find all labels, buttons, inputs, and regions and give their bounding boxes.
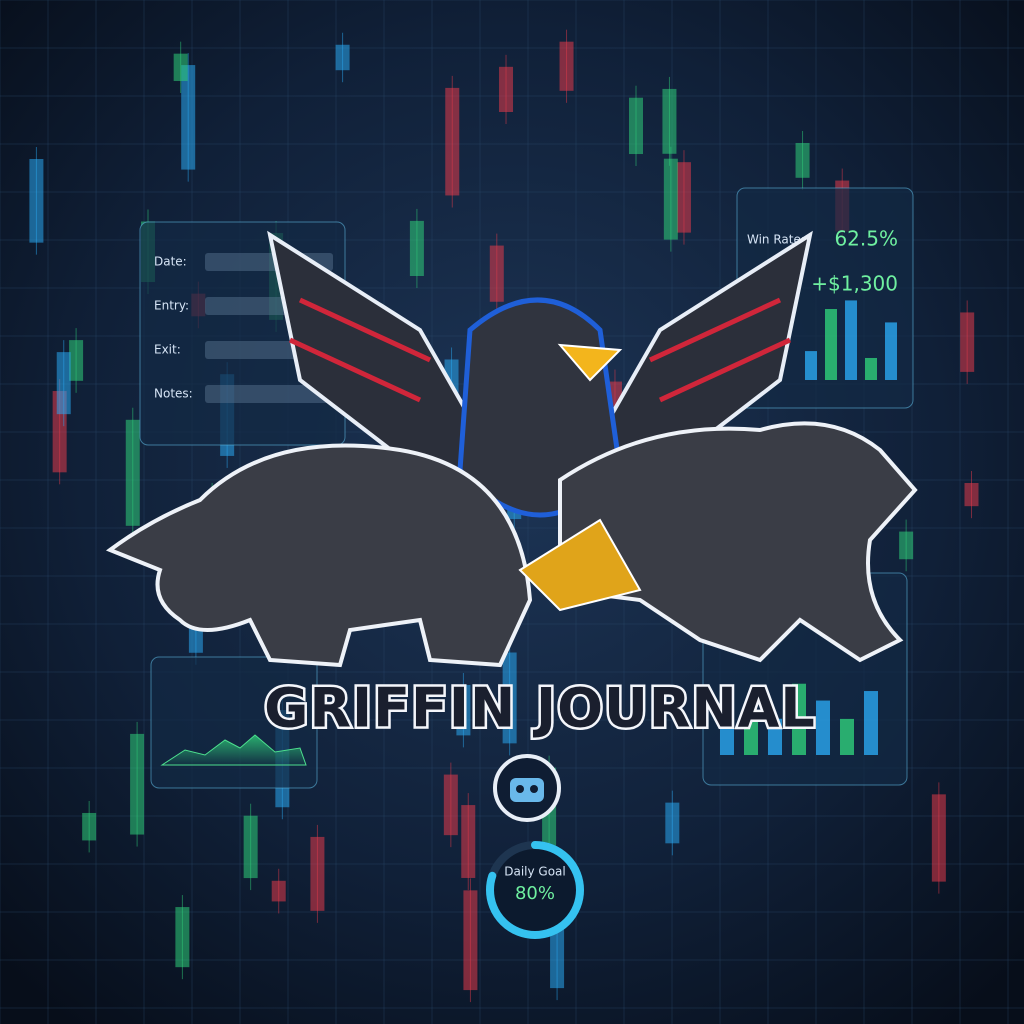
- candle-body: [665, 802, 680, 844]
- candle-body: [82, 812, 97, 841]
- deco-bar: [744, 710, 758, 755]
- deco-bar: [768, 718, 782, 755]
- deco-bar: [865, 357, 877, 380]
- candle-body: [559, 41, 574, 91]
- deco-bar: [720, 715, 734, 755]
- field-label: Entry:: [154, 299, 189, 313]
- deco-bar: [885, 322, 897, 380]
- candle-body: [443, 774, 458, 836]
- robot-icon: [493, 754, 561, 822]
- deco-bar: [840, 718, 854, 755]
- candle-body: [964, 482, 979, 507]
- candle-body: [899, 531, 914, 560]
- bull: [105, 443, 533, 668]
- gauge-label: Daily Goal: [504, 865, 566, 879]
- deco-bar: [816, 700, 830, 755]
- daily-goal-gauge: Daily Goal 80%: [486, 841, 584, 939]
- candle-body: [243, 815, 258, 879]
- candle-body: [489, 245, 504, 302]
- field-label: Exit:: [154, 343, 181, 357]
- candle-body: [463, 890, 478, 991]
- logo-title: GRIFFIN JOURNAL: [264, 677, 816, 740]
- candle-body: [499, 66, 514, 113]
- candle-body: [461, 805, 476, 878]
- deco-bar: [792, 683, 806, 755]
- candle-body: [676, 162, 691, 233]
- candle-body: [69, 340, 84, 381]
- gauge-arc: [486, 841, 584, 939]
- field-input: [205, 385, 333, 403]
- candle-body: [445, 87, 460, 196]
- gauge-value: 80%: [515, 883, 555, 904]
- eagle-beak: [557, 343, 623, 382]
- candle-body: [130, 733, 145, 835]
- candle-body: [271, 880, 286, 902]
- candle-body: [29, 159, 44, 243]
- profit: +$1,300: [811, 272, 898, 296]
- deco-bar: [825, 309, 837, 380]
- candle-body: [931, 794, 946, 882]
- candle-body: [56, 352, 71, 415]
- win-rate: 62.5%: [834, 227, 898, 251]
- wing-accents: [288, 297, 792, 403]
- candle-body: [662, 88, 677, 154]
- candle-body: [181, 65, 196, 170]
- deco-bar: [845, 300, 857, 380]
- robot-head: [510, 778, 544, 802]
- candle-body: [173, 53, 188, 82]
- candle-body: [629, 97, 644, 155]
- robot-eye: [530, 785, 538, 793]
- candle-body: [125, 419, 140, 526]
- candle-body: [310, 836, 325, 911]
- candle-body: [335, 44, 350, 71]
- candle-body: [795, 142, 810, 178]
- area-panel: [150, 656, 318, 789]
- deco-bar: [805, 351, 817, 380]
- mascot: [105, 230, 918, 668]
- candle-body: [502, 652, 517, 744]
- win-rate-label: Win Rate:: [747, 233, 805, 247]
- deco-bar: [864, 691, 878, 755]
- candle-body: [409, 220, 424, 277]
- robot-eye: [516, 785, 524, 793]
- field-label: Date:: [154, 255, 187, 269]
- candle-body: [663, 158, 678, 240]
- eagle-talons: [518, 518, 642, 612]
- area-sparkline: [160, 734, 307, 766]
- bear: [558, 421, 918, 663]
- field-label: Notes:: [154, 387, 193, 401]
- candle-body: [175, 907, 190, 968]
- candle-body: [960, 312, 975, 372]
- candle-body: [456, 684, 471, 736]
